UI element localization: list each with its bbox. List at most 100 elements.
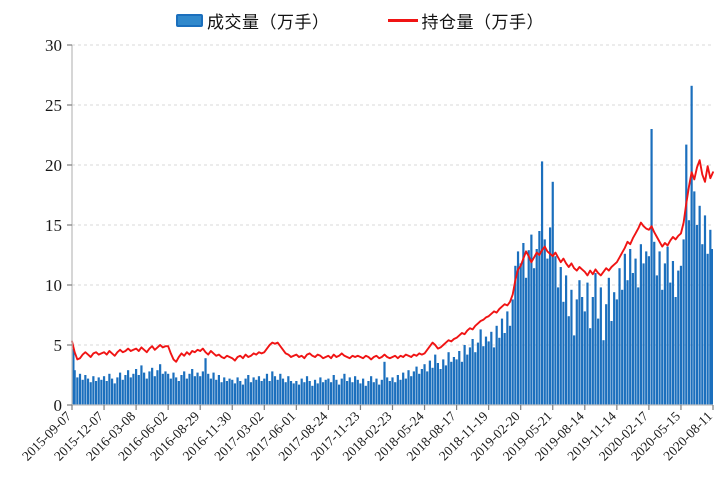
volume-bar [191,369,194,405]
y-tick-label: 20 [45,156,62,175]
volume-bar [260,381,263,405]
volume-bar [386,377,389,405]
volume-bar [610,321,613,405]
volume-bar [281,378,285,405]
volume-bar [300,378,303,405]
volume-bar [452,357,456,405]
volume-bar [535,249,538,405]
volume-bar [442,359,445,405]
volume-bar [565,275,568,405]
volume-bar [573,335,576,405]
volume-bar [207,373,210,405]
volume-bar [607,277,610,405]
volume-bar [495,325,498,405]
volume-bar [215,379,218,405]
volume-bar [639,244,642,405]
volume-bar [161,373,164,405]
volume-bar [319,377,322,405]
volume-bar [484,336,488,405]
volume-bar [474,352,477,405]
volume-bar [140,365,143,405]
volume-bar [415,366,418,405]
volume-bar [682,239,685,405]
volume-bar [284,382,287,405]
volume-bar [479,329,482,405]
volume-bar [591,297,594,405]
volume-bar [169,378,172,405]
volume-bar [220,382,223,405]
volume-bar [247,375,250,405]
legend: 成交量（万手） 持仓量（万手） [0,8,720,33]
volume-bar [420,369,423,405]
volume-bar [626,280,629,405]
volume-bar [458,351,461,405]
volume-bar [324,379,327,405]
volume-bar [602,340,605,405]
volume-bar [511,299,514,405]
volume-bar-swatch-icon [176,14,203,27]
volume-bar [316,383,319,405]
volume-bar [148,371,151,405]
volume-bar [121,379,124,405]
volume-bar [538,231,541,405]
volume-bar [669,282,672,405]
volume-bar [621,289,624,405]
volume-bar [487,341,490,405]
volume-bar [455,359,458,405]
y-tick-label: 10 [45,276,62,295]
volume-bar [642,263,645,405]
volume-bar [506,311,509,405]
volume-bar [137,375,140,405]
volume-bar [268,381,271,405]
volume-bar [605,304,608,405]
volume-bar [516,251,520,405]
volume-bar [514,265,517,405]
volume-bar [252,377,255,405]
volume-bar [73,370,76,405]
volume-bar [265,373,269,405]
volume-bar [362,378,365,405]
volume-bar [701,244,704,405]
volume-bar [118,372,122,405]
volume-bar [372,382,375,405]
volume-bar [177,381,180,405]
volume-bar [276,379,279,405]
volume-bar [332,375,335,405]
volume-bar [503,333,506,405]
volume-bar [559,267,562,405]
volume-bar [233,383,237,405]
volume-bar [199,376,202,405]
volume-bar [546,258,549,405]
volume-bar [519,263,522,405]
volume-bar [410,376,413,405]
volume-bar [540,161,544,405]
volume-bar [100,379,103,405]
volume-bar [108,373,111,405]
volume-bar [476,342,480,405]
volume-bar [426,371,429,405]
volume-bar [193,376,196,405]
volume-bar [105,381,108,405]
volume-bar [551,181,554,405]
volume-bar [89,382,92,405]
volume-bar [116,377,119,405]
volume-bar [209,378,212,405]
volume-bar [92,376,95,405]
volume-bar [450,361,453,405]
volume-bar [84,375,87,405]
volume-bar [471,339,474,405]
volume-bar [289,381,293,405]
volume-bar [615,299,618,405]
volume-bar [586,282,589,405]
volume-bar [156,370,159,405]
volume-bar [554,256,557,405]
volume-bar [188,373,191,405]
y-tick-label: 25 [45,96,62,115]
volume-bar [327,378,330,405]
volume-bar [167,373,170,405]
volume-bar [249,382,253,405]
volume-bar [498,337,501,405]
volume-bar [217,375,220,405]
